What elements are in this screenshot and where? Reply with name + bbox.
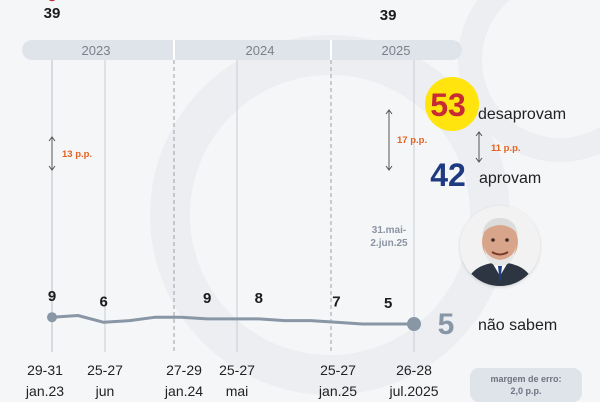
x-tick-label: 25-27 [219,362,255,378]
diff-bracket-peak-arrow [385,165,393,171]
final-value-aprovam: 42 [430,157,466,193]
margin-of-error-box: margem de erro: 2,0 p.p. [470,368,582,402]
margin-of-error-value: 2,0 p.p. [510,386,542,396]
diff-bracket-end-arrow [475,131,483,137]
nao-sabem-line [51,314,414,326]
series-label-desaprovam: desaprovam [478,106,566,123]
value-label: 5 [384,295,392,312]
year-label: 2024 [246,43,275,58]
series-label-aprovam: aprovam [479,170,541,187]
diff-label-end: 11 p.p. [491,143,521,154]
value-label: 9 [48,288,56,305]
x-tick-label: 25-27 [320,362,356,378]
x-tick-label: jan.23 [25,383,64,399]
final-value-nao-sabem: 5 [438,308,455,341]
x-tick-label: jul.2025 [388,383,438,399]
series-label-nao-sabem: não sabem [478,317,557,334]
president-photo [460,206,540,286]
x-tick-label: mai [226,383,249,399]
final-value-desaprovam: 53 [430,87,466,123]
x-tick-label: 26-28 [396,362,432,378]
x-tick-label: jan.25 [318,383,357,399]
value-label: 39 [380,7,397,24]
diff-label-start: 13 p.p. [62,149,92,160]
diff-bracket-start-arrow [48,165,56,171]
peak-date-label: 31.mai- [372,225,406,236]
x-tick-label: 27-29 [166,362,202,378]
x-tick-label: jan.24 [164,383,203,399]
start-point [48,0,56,2]
x-tick-label: 29-31 [27,362,63,378]
diff-bracket-end-arrow [475,157,483,163]
value-label: 7 [332,293,340,310]
diff-bracket-peak-arrow [385,109,393,115]
start-point [47,312,57,323]
margin-of-error-title: margem de erro: [490,374,562,384]
end-point-nao-sabem [407,317,421,331]
decor-ring [458,0,600,162]
diff-bracket-start-arrow [48,136,56,142]
year-bar [22,40,462,60]
value-label: 9 [203,290,211,307]
value-label: 8 [255,290,263,307]
peak-date-label: 2.jun.25 [370,238,408,249]
x-tick-label: jun [95,383,115,399]
value-label: 42 [173,0,190,2]
year-label: 2025 [382,43,411,58]
value-label: 39 [44,5,61,22]
x-tick-label: 25-27 [87,362,123,378]
diff-label-peak: 17 p.p. [397,135,427,146]
portrait-image [460,206,540,286]
year-label: 2023 [82,43,111,58]
highlight-circle [425,77,479,131]
value-label: 6 [100,293,108,310]
